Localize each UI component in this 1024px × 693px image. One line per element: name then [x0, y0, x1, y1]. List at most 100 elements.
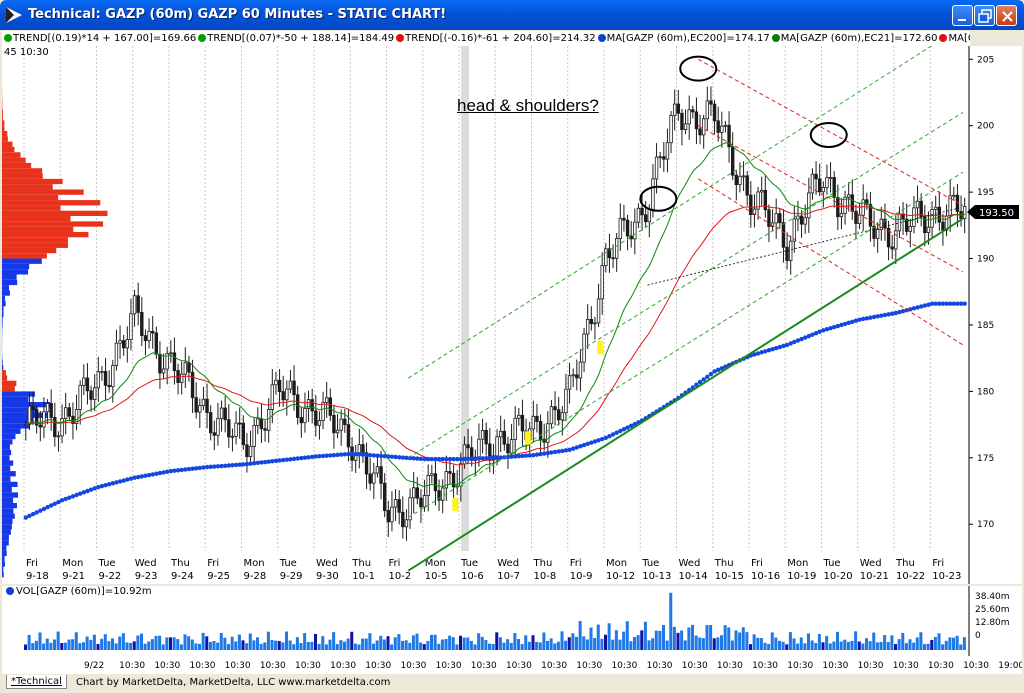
legend-toggle-icon[interactable] — [939, 34, 948, 42]
y-tick-label: 200 — [977, 122, 994, 132]
candle-body — [310, 399, 314, 412]
ema200-dot — [338, 452, 344, 457]
candle-body — [738, 175, 742, 186]
ema200-dot — [480, 456, 485, 461]
candle-body — [625, 219, 630, 237]
volume-bar — [430, 634, 434, 650]
price-chart-panel[interactable]: 170 175 180 185 190 195 200 205 Fri 9-18 Mon 9-21 Tu… — [2, 25, 1022, 584]
candle-body — [839, 213, 844, 218]
volume-panel[interactable]: 38.40m 25.60m 12.80m 0 9/22 10:30 10:30 10:30 10… — [2, 586, 1024, 674]
candle-body — [444, 471, 449, 489]
volume-bar — [894, 644, 898, 650]
volume-bar — [799, 637, 803, 650]
ema200-dot — [295, 456, 300, 461]
volume-bar — [930, 639, 934, 650]
volume-profile-bar — [2, 471, 16, 477]
ema200-dot — [563, 448, 569, 453]
candle-body — [332, 414, 336, 434]
vol-x-label: 10:30 — [471, 661, 497, 671]
vol-tick-label: 0 — [975, 631, 981, 641]
candle-body — [96, 371, 101, 389]
x-tick-day: Fri — [207, 558, 219, 569]
candle-body — [92, 387, 97, 400]
candle-body — [60, 418, 64, 437]
volume-bar — [912, 642, 916, 650]
volume-bar — [712, 638, 716, 650]
candle-body — [676, 103, 681, 114]
y-tick-label: 195 — [977, 188, 994, 198]
volume-bar — [850, 640, 854, 650]
legend-toggle-icon[interactable] — [597, 34, 606, 42]
ema200-dot — [556, 449, 561, 454]
legend-toggle-icon[interactable] — [396, 34, 405, 42]
candle-body — [140, 311, 144, 336]
candle-body — [962, 206, 967, 219]
ema200-dot — [918, 304, 924, 309]
volume-bar — [517, 639, 521, 650]
candle-body — [741, 175, 746, 178]
ema200-dot — [317, 454, 322, 459]
ema200-dot — [353, 451, 358, 457]
ema200-dot — [846, 320, 851, 326]
candle-body — [749, 194, 753, 215]
volume-bar — [332, 632, 336, 650]
candle-body — [386, 510, 391, 523]
ema200-dot — [857, 317, 862, 322]
ema200-dot — [135, 474, 141, 480]
candle-body — [781, 222, 786, 248]
volume-profile-bar — [2, 109, 3, 116]
maximize-button[interactable] — [974, 5, 995, 26]
ema200-dot — [349, 451, 355, 457]
legend-toggle-icon[interactable] — [4, 34, 12, 42]
ema200-dot — [505, 454, 511, 460]
volume-bar — [948, 637, 952, 650]
ema200-dot — [911, 306, 917, 311]
ema200-dot — [947, 301, 953, 306]
volume-bar — [868, 641, 872, 650]
candle-body — [904, 218, 909, 232]
x-tick-date: 10-15 — [715, 571, 744, 582]
toggle-dot-icon[interactable] — [6, 587, 14, 595]
ema200-dot — [418, 456, 424, 462]
volume-bar — [118, 636, 122, 650]
minimize-button[interactable] — [952, 5, 973, 26]
ema200-dot — [222, 463, 228, 468]
volume-bar — [42, 643, 46, 650]
candle-body — [306, 399, 311, 409]
candle-body — [807, 192, 811, 219]
ema200-dot — [320, 453, 326, 459]
x-tick-day: Tue — [460, 558, 478, 569]
volume-profile-bar — [2, 311, 4, 317]
volume-bar — [694, 635, 698, 650]
volume-bar — [669, 592, 673, 650]
ema200-dot — [259, 460, 264, 465]
legend-toggle-icon[interactable] — [771, 34, 780, 42]
volume-bar — [600, 638, 604, 650]
tab-technical[interactable]: *Technical — [6, 675, 67, 689]
candle-body — [785, 246, 789, 262]
volume-bar — [676, 632, 680, 650]
volume-bar — [662, 625, 666, 650]
volume-bar — [774, 637, 778, 650]
volume-bar — [89, 639, 93, 650]
ema200-dot — [937, 301, 942, 306]
volume-bar — [96, 643, 100, 650]
ema200-dot — [92, 486, 97, 491]
pattern-circle — [639, 185, 678, 212]
volume-profile-bar — [2, 508, 14, 514]
volume-bar — [810, 640, 814, 650]
ema200-dot — [288, 457, 293, 462]
volume-bar — [74, 632, 78, 650]
close-button[interactable] — [996, 5, 1017, 26]
candle-body — [604, 248, 608, 266]
ema200-dot — [719, 366, 725, 371]
volume-profile-bar — [2, 497, 14, 503]
volume-profile-bar — [2, 386, 15, 392]
x-tick-date: 10-22 — [896, 571, 925, 582]
candle-body — [248, 446, 253, 457]
volume-profile-bar — [2, 189, 84, 195]
volume-bar — [759, 638, 763, 650]
ema200-dot — [701, 377, 706, 382]
legend-toggle-icon[interactable] — [198, 34, 207, 42]
ema200-dot — [889, 311, 895, 316]
